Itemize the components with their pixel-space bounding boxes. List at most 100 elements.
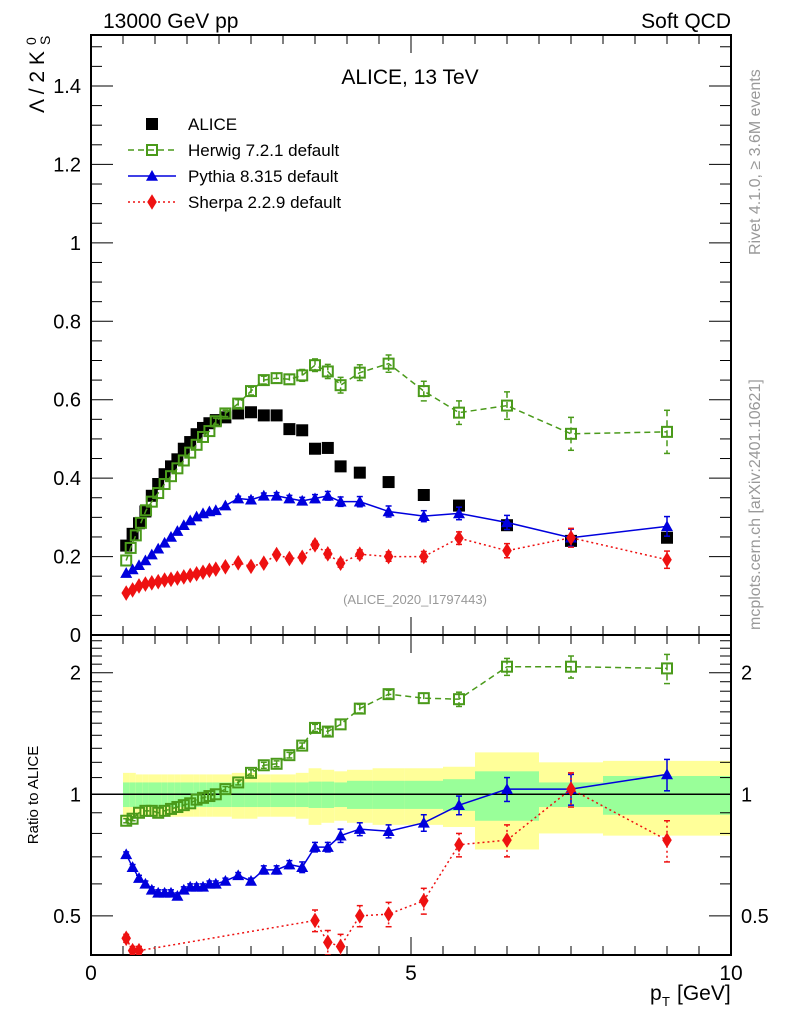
data-point — [165, 470, 177, 483]
data-point — [204, 562, 215, 579]
data-point — [271, 546, 282, 563]
data-point — [219, 874, 232, 886]
legend-marker — [147, 194, 157, 210]
data-point — [121, 585, 131, 601]
data-point — [661, 662, 673, 675]
data-point — [245, 766, 257, 779]
data-point — [355, 546, 365, 563]
x-tick-label: 0 — [85, 962, 97, 985]
series-herwig — [120, 354, 673, 567]
data-point — [382, 825, 395, 837]
data-point — [246, 558, 256, 575]
legend-label: ALICE — [188, 115, 237, 134]
data-point — [121, 930, 131, 947]
data-point — [419, 892, 429, 909]
data-point — [120, 554, 133, 567]
data-point — [309, 442, 321, 455]
data-point — [334, 495, 347, 507]
data-point — [270, 409, 283, 422]
data-point — [190, 510, 203, 522]
data-point — [661, 425, 673, 438]
data-point — [184, 797, 197, 810]
data-point — [382, 505, 395, 517]
data-point — [219, 783, 232, 796]
data-point — [171, 801, 184, 814]
data-point — [203, 425, 216, 438]
data-point — [127, 582, 138, 598]
data-point — [417, 489, 430, 501]
data-point — [419, 548, 429, 565]
data-point — [297, 549, 307, 566]
data-point — [453, 406, 465, 419]
data-point — [245, 874, 257, 886]
data-point — [309, 359, 321, 372]
data-point — [296, 369, 309, 382]
series-sherpa — [121, 772, 672, 955]
y-tick-label: 1 — [70, 233, 81, 255]
legend-marker — [146, 170, 158, 181]
data-point — [284, 550, 295, 567]
y-tick-label: 1.2 — [53, 154, 81, 176]
series-line — [125, 362, 668, 561]
data-point — [152, 487, 165, 500]
data-point — [172, 570, 183, 586]
data-point — [382, 357, 395, 370]
data-point — [353, 466, 366, 479]
main-frame — [90, 34, 732, 636]
data-point — [145, 804, 158, 817]
series-line — [125, 665, 668, 822]
data-point — [158, 536, 171, 548]
data-point — [355, 908, 365, 924]
ratio-ylabel: Ratio to ALICE — [25, 746, 42, 844]
data-point — [165, 886, 177, 898]
data-point — [209, 415, 222, 428]
ratio-panel: 0.5 0.5 1 1 2 2 0 5 10 Ratio to ALICE — [25, 634, 769, 985]
data-point — [152, 542, 165, 554]
data-point — [283, 373, 296, 386]
data-point — [383, 906, 394, 922]
data-point — [232, 492, 245, 504]
mcplots-label: mcplots.cern.ch [arXiv:2401.10621] — [747, 379, 764, 630]
data-point — [152, 478, 165, 491]
data-point — [191, 566, 202, 582]
svg-text:[GeV]: [GeV] — [677, 982, 731, 1005]
data-point — [283, 423, 296, 436]
data-point — [145, 548, 158, 560]
data-point — [321, 441, 334, 454]
data-point — [177, 454, 190, 467]
header-energy: 13000 GeV pp — [103, 10, 238, 33]
data-point — [177, 883, 190, 895]
data-point — [124, 541, 137, 554]
data-point — [219, 407, 232, 420]
data-point — [309, 492, 321, 504]
data-point — [171, 889, 184, 901]
data-point — [259, 555, 269, 572]
data-point — [566, 529, 576, 546]
data-point — [335, 938, 346, 955]
data-point — [296, 861, 309, 872]
data-point — [453, 499, 465, 512]
data-point — [245, 493, 257, 505]
data-point — [129, 529, 142, 542]
data-point — [145, 883, 158, 895]
data-point — [309, 841, 321, 852]
ratio-y-tick-label: 1 — [70, 784, 81, 806]
data-point — [310, 912, 320, 929]
data-point — [233, 555, 243, 571]
data-point — [197, 880, 209, 892]
analysis-id: (ALICE_2020_I1797443) — [343, 592, 487, 607]
data-point — [257, 374, 270, 387]
data-point — [140, 576, 151, 592]
data-point — [159, 572, 170, 588]
series-line — [125, 494, 668, 574]
ratio-series-clipped — [120, 653, 673, 955]
data-point — [120, 848, 133, 860]
data-point — [126, 563, 139, 575]
data-point — [209, 877, 222, 889]
data-point — [171, 525, 184, 536]
data-point — [133, 559, 145, 570]
data-point — [417, 816, 430, 828]
data-point — [323, 546, 333, 562]
data-point — [126, 861, 139, 872]
data-point — [501, 516, 513, 528]
